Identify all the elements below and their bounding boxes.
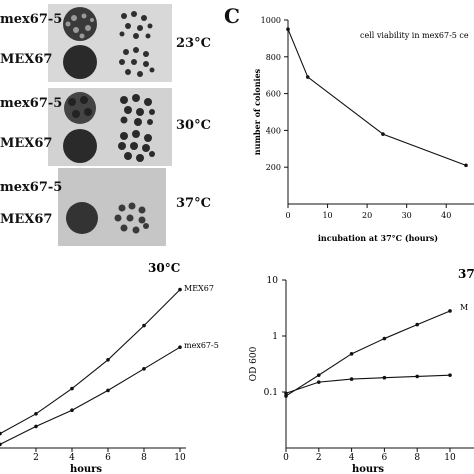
mex67-5-spot-30c	[64, 92, 96, 124]
chart-title: 37	[458, 267, 474, 281]
data-point	[142, 323, 146, 328]
plate-image-37c	[58, 168, 166, 246]
series-line-mex67-5	[0, 346, 181, 445]
strain-label-mex67-5-37c: mex67-5	[0, 180, 63, 195]
legend-label-mex67-5: mex67-5	[184, 341, 219, 350]
data-point	[382, 375, 387, 380]
data-point	[34, 424, 38, 429]
data-point	[464, 163, 468, 168]
mex67-dilution-23c	[119, 47, 155, 77]
strain-label-mex67-23c: MEX67	[0, 52, 53, 67]
y-tick-label: 10	[267, 276, 279, 286]
mex67-dilution-37c	[114, 202, 149, 234]
x-tick-label: 40	[441, 211, 451, 220]
data-point	[142, 367, 146, 371]
data-point	[70, 386, 74, 391]
data-point	[305, 75, 310, 79]
mex67-spot-30c	[63, 129, 97, 163]
chart-panel-b: 2 4 6 8 10 hours 30°C MEX67 mex67-5	[0, 261, 219, 472]
data-point	[415, 374, 419, 379]
x-tick-label: 10	[322, 211, 332, 220]
series-line-1	[285, 374, 451, 394]
x-tick-label: 6	[105, 453, 111, 463]
mex67-5-dilution-30c	[120, 94, 155, 126]
series-line-0	[285, 310, 451, 397]
temperature-label-30c: 30°C	[176, 118, 211, 133]
chart-panel-d: 0.1 1 10 0 2 4 6 8 10 hours OD 600 37 M	[249, 267, 474, 472]
data-point	[382, 336, 387, 341]
data-point	[349, 352, 354, 356]
y-tick-label: 1000	[261, 16, 281, 25]
plate-image-30c	[48, 88, 172, 166]
data-point	[317, 380, 321, 384]
x-axis-label: incubation at 37°C (hours)	[318, 233, 438, 243]
data-point	[381, 132, 385, 136]
data-point	[415, 322, 419, 327]
data-point	[284, 391, 288, 396]
legend-label-mex67: MEX67	[184, 284, 214, 293]
data-point	[349, 377, 354, 381]
x-tick-label: 10	[444, 453, 456, 463]
y-tick-label: 1	[272, 332, 278, 342]
temperature-label-37c: 37°C	[176, 196, 211, 211]
mex67-5-spot-23c	[63, 7, 97, 41]
x-tick-label: 4	[69, 453, 75, 463]
strain-label-mex67-5-30c: mex67-5	[0, 96, 63, 111]
y-axis-label: number of colonies	[252, 68, 262, 155]
temperature-label-23c: 23°C	[176, 36, 211, 51]
chart-title: cell viability in mex67-5 ce	[360, 31, 469, 40]
strain-label-mex67-5-23c: mex67-5	[0, 12, 63, 27]
strain-label-mex67-37c: MEX67	[0, 212, 53, 227]
data-point	[106, 358, 110, 362]
x-axis-label: hours	[352, 464, 384, 472]
data-point	[0, 431, 2, 436]
x-tick-label: 0	[285, 211, 290, 220]
mex67-spot-23c	[63, 45, 97, 79]
viability-series-line	[287, 28, 467, 166]
y-tick-label: 400	[266, 126, 281, 135]
colony-spots-30c	[63, 92, 155, 163]
y-tick-label: 0.1	[264, 388, 278, 398]
plate-image-23c	[48, 4, 172, 82]
strain-label-mex67-30c: MEX67	[0, 136, 53, 151]
y-tick-label: 800	[266, 53, 281, 62]
x-tick-label: 0	[283, 453, 289, 463]
x-tick-label: 4	[349, 453, 355, 463]
x-tick-label: 20	[362, 211, 372, 220]
data-point	[106, 388, 110, 393]
x-tick-label: 8	[414, 453, 420, 463]
x-axis-label: hours	[70, 464, 102, 472]
mex67-5-dilution-23c	[119, 11, 153, 39]
data-point	[178, 287, 182, 292]
data-point	[0, 442, 2, 447]
mex67-spot-37c	[66, 202, 98, 234]
data-point	[178, 345, 182, 349]
chart-title: 30°C	[148, 261, 180, 275]
panel-c-letter: C	[224, 4, 240, 28]
y-tick-label: 200	[266, 163, 281, 172]
data-point	[70, 408, 74, 412]
data-point	[286, 27, 290, 32]
chart-panel-c: 200 400 600 800 1000 0 10 20 30 40 cell viability …	[252, 16, 474, 243]
data-point	[284, 394, 288, 398]
mex67-dilution-30c	[118, 130, 155, 162]
colony-spots-37c	[66, 202, 149, 234]
legend-label-m: M	[460, 303, 468, 312]
data-point	[34, 412, 38, 416]
data-point	[448, 309, 452, 313]
x-tick-label: 6	[382, 453, 388, 463]
x-tick-label: 30	[402, 211, 412, 220]
y-tick-label: 600	[266, 90, 281, 99]
x-tick-label: 2	[33, 453, 39, 463]
y-axis-label: OD 600	[249, 346, 259, 381]
series-line-MEX67	[0, 289, 181, 435]
data-point	[448, 373, 452, 377]
colony-spots-23c	[63, 7, 155, 79]
data-point	[317, 373, 321, 377]
x-tick-label: 8	[141, 453, 147, 463]
x-tick-label: 10	[174, 453, 186, 463]
x-tick-label: 2	[316, 453, 322, 463]
